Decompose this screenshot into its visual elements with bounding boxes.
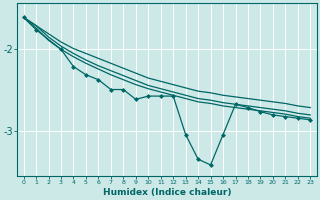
X-axis label: Humidex (Indice chaleur): Humidex (Indice chaleur) [103, 188, 231, 197]
